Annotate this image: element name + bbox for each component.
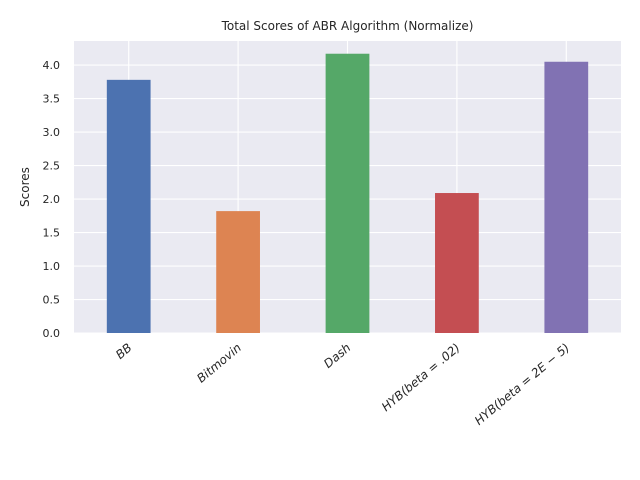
y-tick-label-7: 3.5 xyxy=(43,93,61,106)
x-tick-label-0: BB xyxy=(113,341,135,362)
y-tick-label-0: 0.0 xyxy=(43,327,61,340)
bar-3 xyxy=(435,193,479,333)
chart-title: Total Scores of ABR Algorithm (Normalize… xyxy=(221,19,474,33)
bar-4 xyxy=(544,61,589,333)
bar-1 xyxy=(216,211,260,333)
y-tick-label-6: 3.0 xyxy=(43,126,61,139)
bar-2 xyxy=(325,53,370,334)
bars xyxy=(106,53,589,334)
y-axis-ticks: 0.0 0.5 1.0 1.5 2.0 2.5 3.0 3.5 4.0 xyxy=(43,59,61,340)
y-tick-label-2: 1.0 xyxy=(43,260,61,273)
y-tick-label-8: 4.0 xyxy=(43,59,61,72)
y-tick-label-1: 0.5 xyxy=(43,294,61,307)
x-axis-ticks: BB Bitmovin Dash HYB(beta = .02) HYB(beta = … xyxy=(113,341,572,428)
y-axis-label: Scores xyxy=(18,167,32,207)
x-tick-label-3: HYB(beta = .02) xyxy=(379,341,463,415)
x-tick-label-4: HYB(beta = 2E − 5) xyxy=(472,341,572,428)
x-tick-label-1: Bitmovin xyxy=(194,341,244,386)
x-tick-label-2: Dash xyxy=(321,341,353,371)
y-tick-label-4: 2.0 xyxy=(43,193,61,206)
y-tick-label-3: 1.5 xyxy=(43,227,61,240)
y-tick-label-5: 2.5 xyxy=(43,160,61,173)
bar-0 xyxy=(106,79,151,333)
